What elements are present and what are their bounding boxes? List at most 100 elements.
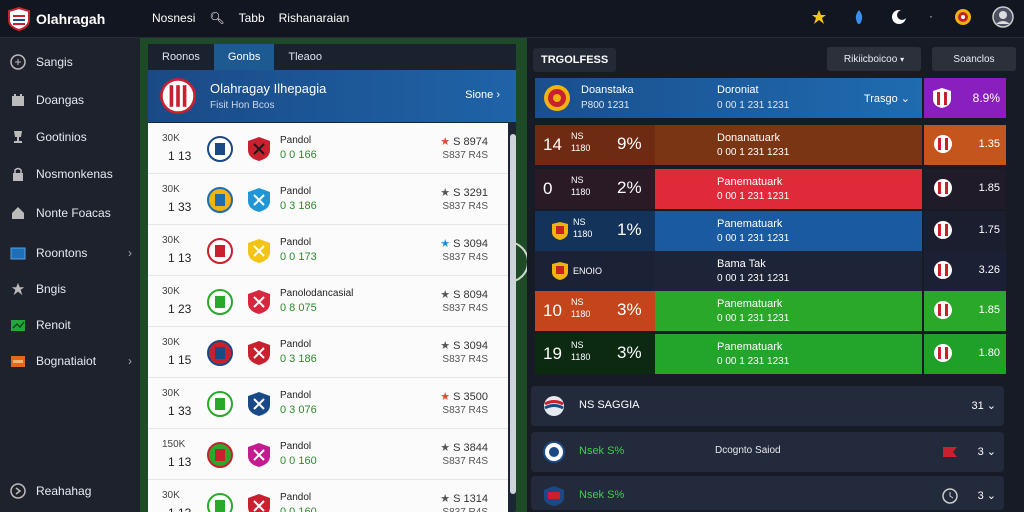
match-row[interactable]: 30K 1 13 Pandol 0 0 173 ★ S 3094 S837 R4S [148, 225, 508, 276]
league-row[interactable]: Nsek S% Dcognto Saiod 3 ⌄ [531, 432, 1004, 472]
match-row[interactable]: 30K 1 33 Pandol 0 3 076 ★ S 3500 S837 R4S [148, 378, 508, 429]
featured-center-sub: 0 00 1 231 1231 [717, 100, 790, 111]
sidebar-item-doangas[interactable]: Doangas [0, 85, 140, 115]
odds-row[interactable]: 19 NS 1180 3% Panematuark 0 00 1 231 1231 1.80 [535, 334, 1022, 374]
flame-icon[interactable] [848, 6, 870, 28]
featured-odds[interactable]: 8.9% [924, 78, 1006, 118]
odds-button[interactable]: ★ S 3291 [440, 186, 488, 199]
odds-row[interactable]: 0 NS 1180 2% Panematuark 0 00 1 231 1231 1.85 [535, 169, 1022, 209]
tab-tleaoo[interactable]: Tleaoo [288, 51, 322, 63]
home-team-badge-icon [207, 136, 233, 162]
star-icon[interactable]: ★ [440, 187, 451, 199]
sidebar-item-bngis[interactable]: Bngis [0, 274, 140, 304]
featured-team: Doanstaka [581, 84, 634, 96]
odds-row-main: Panematuark 0 00 1 231 1231 [655, 291, 922, 331]
home-team-badge-icon [207, 340, 233, 366]
star-icon[interactable]: ★ [440, 391, 451, 403]
match-row[interactable]: 150K 1 13 Pandol 0 0 160 ★ S 3844 S837 R4S [148, 429, 508, 480]
league-row-toggle[interactable]: 31 ⌄ [971, 399, 996, 412]
team-name: Panematuark [717, 298, 783, 310]
featured-center: Doroniat [717, 84, 759, 96]
match-meta-2: 1180 [571, 143, 591, 153]
odds-button[interactable]: ★ S 8094 [440, 288, 488, 301]
top-nav-item[interactable]: Tabb [238, 11, 265, 25]
odds-cell[interactable]: 1.35 [924, 125, 1006, 165]
match-meta: NS 1180 [571, 339, 590, 363]
chevron-down-icon: ⌄ [986, 446, 996, 458]
tab-gonbs[interactable]: Gonbs [213, 44, 275, 70]
team-crest-icon [552, 262, 568, 280]
sort-button[interactable]: Soanclos [932, 47, 1016, 71]
sidebar-item-label: Renoit [36, 318, 71, 332]
sidebar-item-roontons[interactable]: Roontons › [0, 238, 140, 268]
chart-icon [9, 318, 26, 332]
odds-button[interactable]: ★ S 3844 [440, 441, 488, 454]
search-icon[interactable]: 🔍︎ [209, 11, 225, 25]
odds-row[interactable]: NS 1180 1% Panematuark 0 00 1 231 1231 1.75 [535, 211, 1022, 251]
odds-cell[interactable]: 1.85 [924, 291, 1006, 331]
odds-value: S 3844 [453, 442, 488, 454]
star-icon[interactable]: ★ [440, 289, 451, 301]
odds-button[interactable]: ★ S 3094 [440, 339, 488, 352]
featured-match-row[interactable]: Doanstaka P800 1231 Doroniat 0 00 1 231 … [535, 78, 1022, 118]
shield-logo-icon[interactable] [8, 7, 30, 31]
calendar-icon [9, 93, 26, 107]
odds-button[interactable]: ★ S 8974 [440, 135, 488, 148]
odds-cell[interactable]: 3.26 [924, 251, 1006, 291]
sidebar-footer[interactable]: Reahahag [0, 476, 140, 506]
odds-cell[interactable]: 1.80 [924, 334, 1006, 374]
match-row[interactable]: 30K 1 15 Pandol 0 3 186 ★ S 3094 S837 R4S [148, 327, 508, 378]
filter-button[interactable]: Rikiicboicoo ▾ [827, 47, 921, 71]
team-stats: 0 00 1 231 1231 [717, 147, 790, 158]
top-nav-item[interactable]: Nosnesi [152, 11, 196, 25]
match-time: 1 23 [168, 302, 192, 316]
profile-icon[interactable] [992, 6, 1014, 28]
odds-row[interactable]: 14 NS 1180 9% Donanatuark 0 00 1 231 1231 1.35 [535, 125, 1022, 165]
odds-row[interactable]: ENOIO Bama Tak 0 00 1 231 1231 3.26 [535, 251, 1022, 291]
sidebar-item-sangis[interactable]: Sangis [0, 47, 140, 77]
info-icon[interactable]: ⋅ [929, 10, 933, 24]
top-nav-item[interactable]: Rishanaraian [278, 11, 350, 25]
featured-dropdown[interactable]: Trasgo ⌄ [864, 92, 910, 105]
odds-row[interactable]: 10 NS 1180 3% Panematuark 0 00 1 231 1231 1.85 [535, 291, 1022, 331]
sidebar-item-nonte-foacas[interactable]: Nonte Foacas [0, 198, 140, 228]
star-icon[interactable]: ★ [440, 238, 451, 250]
league-row[interactable]: NS SAGGIA 31 ⌄ [531, 386, 1004, 426]
star-icon[interactable] [808, 6, 830, 28]
odds-cell[interactable]: 1.75 [924, 211, 1006, 251]
league-select-button[interactable]: Sione › [465, 89, 500, 101]
odds-row-main: Bama Tak 0 00 1 231 1231 [655, 251, 922, 291]
sidebar-item-bognatiaiot[interactable]: Bognatiaiot › [0, 346, 140, 376]
home-team-badge-icon [207, 187, 233, 213]
league-row-toggle[interactable]: 3 ⌄ [978, 489, 996, 502]
star-icon[interactable]: ★ [440, 136, 451, 148]
flag-icon [9, 354, 26, 368]
star-icon[interactable]: ★ [440, 493, 451, 505]
badge-icon[interactable] [952, 6, 974, 28]
sidebar-item-label: Nosmonkenas [36, 167, 113, 181]
match-row[interactable]: 30K 1 23 Panolodancasial 0 8 075 ★ S 8094 S837… [148, 276, 508, 327]
scrollbar[interactable] [510, 134, 516, 494]
match-row[interactable]: 30K 1 13 Pandol 0 0 160 ★S 1314 S837 R4S [148, 480, 508, 512]
chevron-right-icon: › [128, 354, 132, 368]
match-percent: 9% [617, 134, 642, 153]
tab-roonos[interactable]: Roonos [162, 51, 200, 63]
sidebar-item-renoit[interactable]: Renoit [0, 310, 140, 340]
match-value: 0 3 186 [280, 200, 317, 212]
moon-icon[interactable] [888, 6, 910, 28]
league-row[interactable]: Nsek S% 3 ⌄ [531, 476, 1004, 510]
match-row[interactable]: 30K 1 33 Pandol 0 3 186 ★ S 3291 S837 R4S [148, 174, 508, 225]
featured-odds-value: 8.9% [972, 91, 1000, 105]
match-row[interactable]: 30K 1 13 Pandol 0 0 166 ★ S 8974 S837 R4S [148, 123, 508, 174]
odds-button[interactable]: ★ S 3500 [440, 390, 488, 403]
odds-button[interactable]: ★ S 1314 [440, 492, 488, 505]
sidebar-item-gootinios[interactable]: Gootinios [0, 122, 140, 152]
sidebar-item-nosmonkenas[interactable]: Nosmonkenas [0, 159, 140, 189]
star-icon[interactable]: ★ [440, 340, 451, 352]
odds-sub: S837 R4S [442, 405, 488, 416]
star-icon[interactable]: ★ [440, 442, 451, 454]
odds-cell[interactable]: 1.85 [924, 169, 1006, 209]
league-row-toggle[interactable]: 3 ⌄ [978, 445, 996, 458]
odds-button[interactable]: ★ S 3094 [440, 237, 488, 250]
match-meta-2: 1180 [571, 352, 591, 362]
